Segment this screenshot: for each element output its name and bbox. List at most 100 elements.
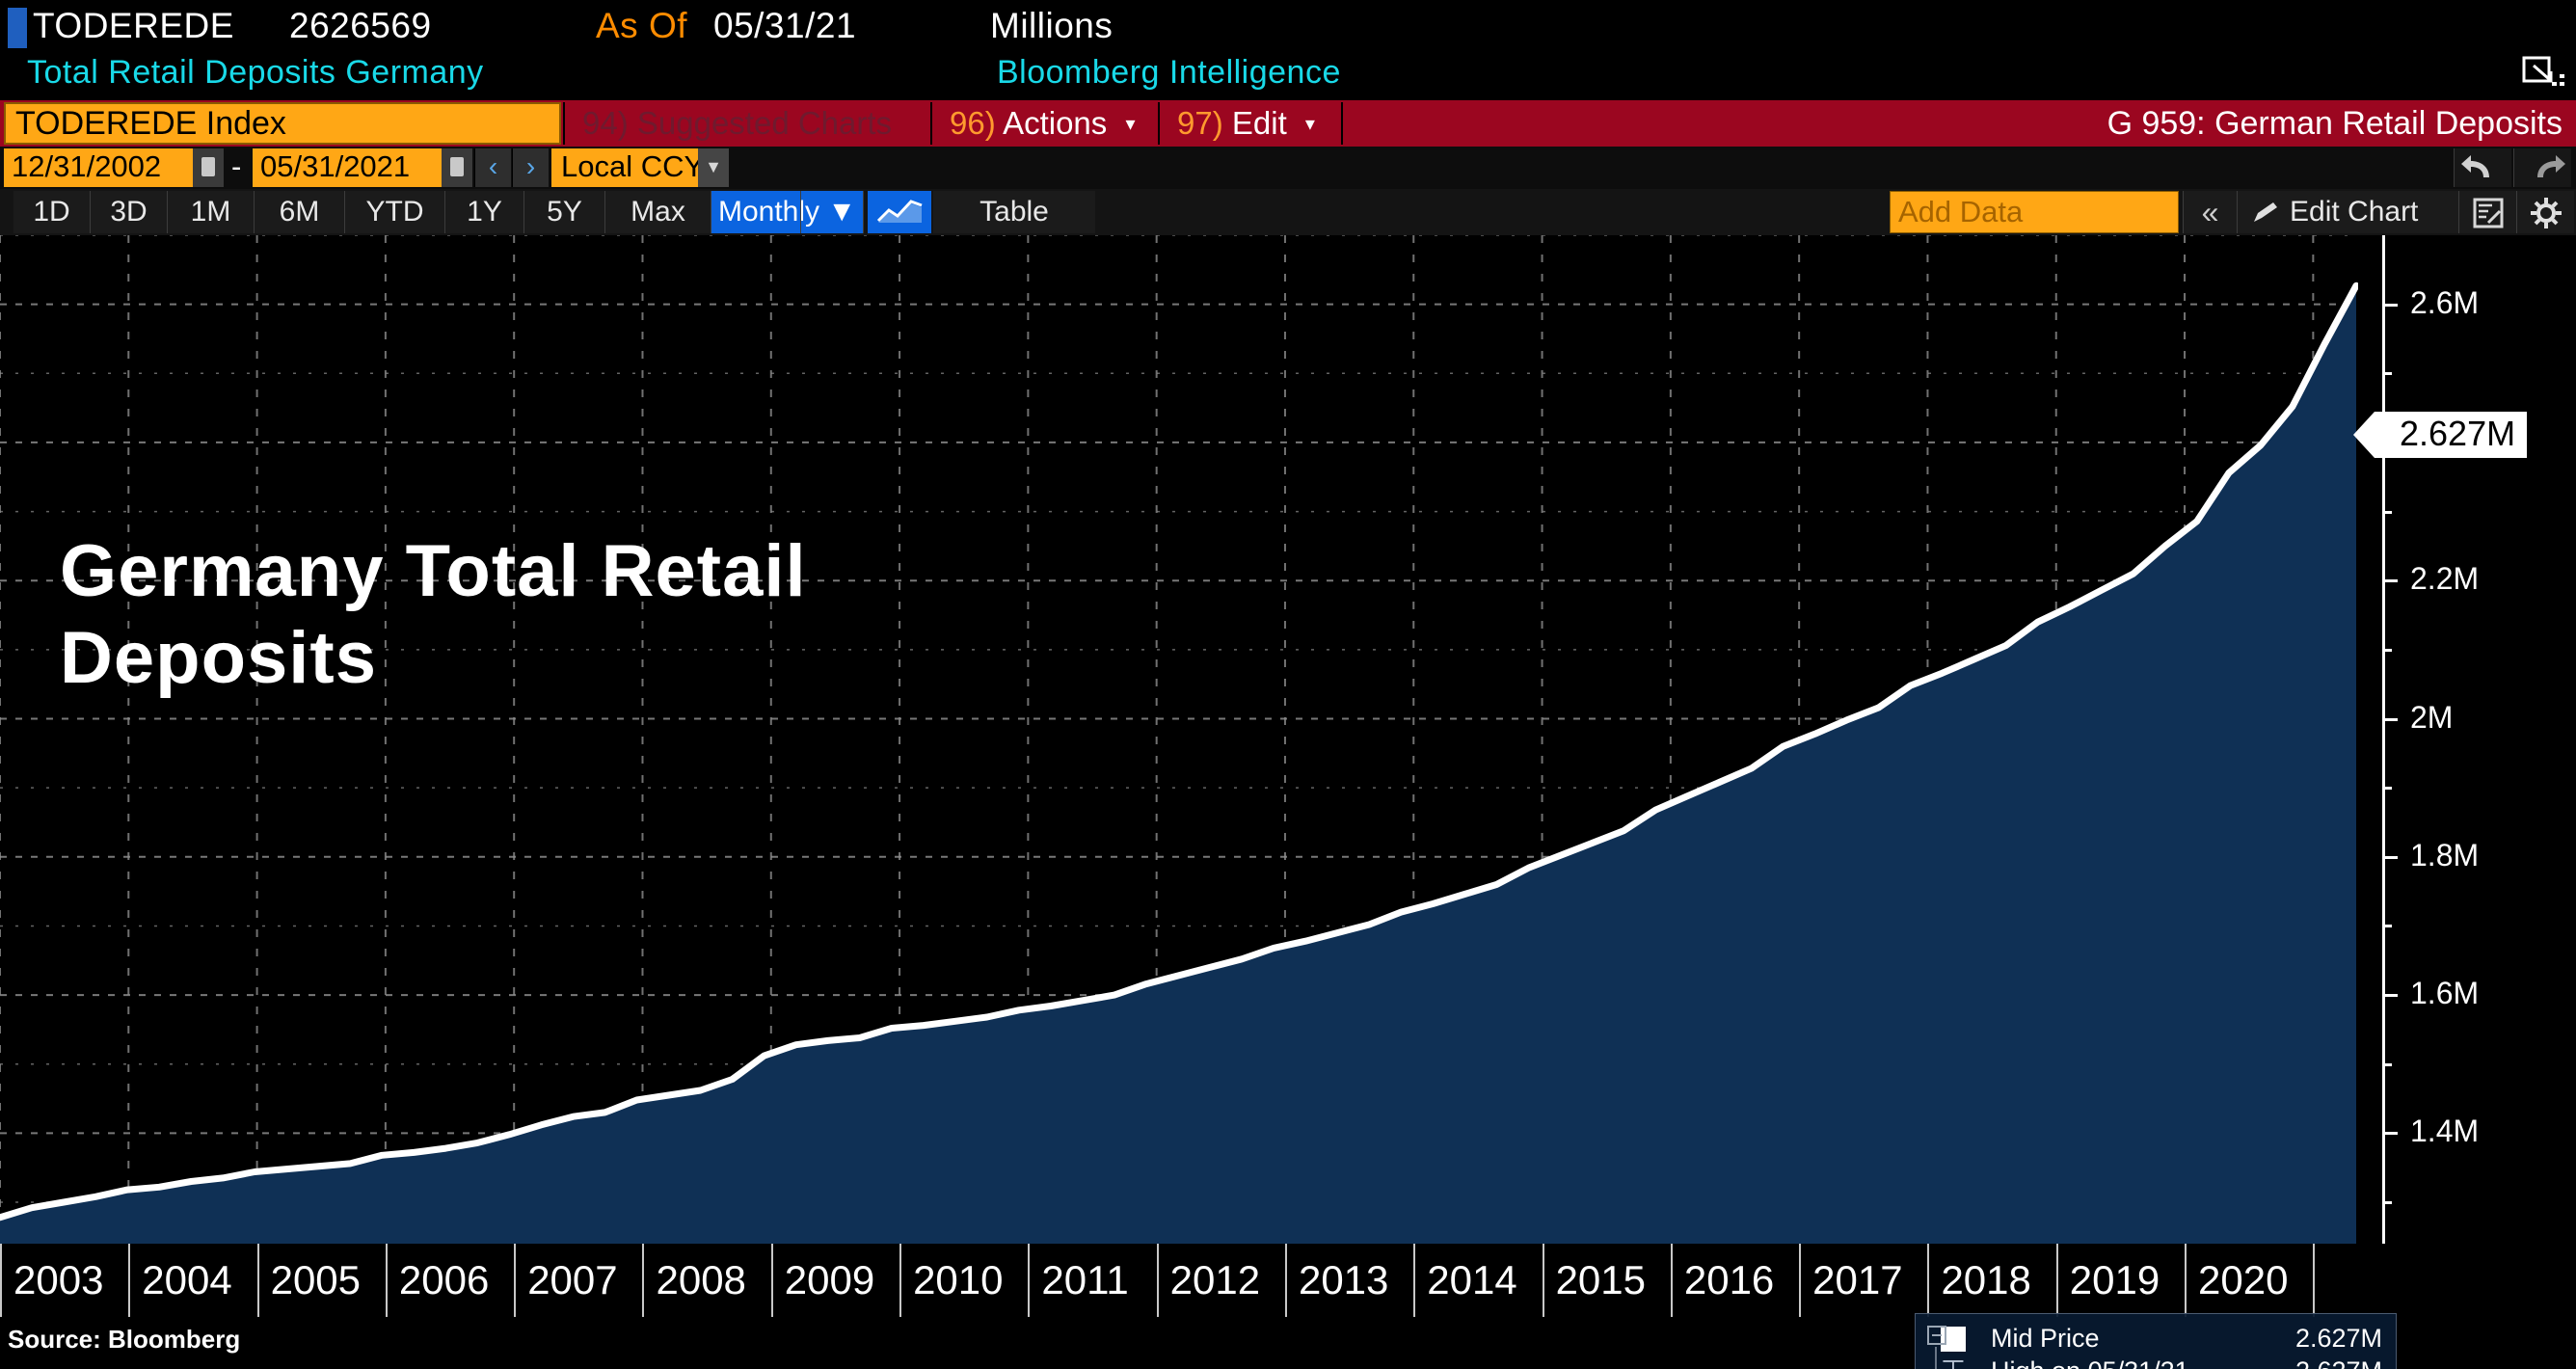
prev-period-button[interactable]: ‹ [474, 148, 511, 187]
x-tick-label: 2019 [2069, 1257, 2160, 1302]
period-button-1d[interactable]: 1D [13, 191, 91, 233]
y-tick-mark [2382, 579, 2398, 583]
legend-row[interactable]: ⊤High on 05/31/212.627M [1916, 1355, 2396, 1369]
x-tick-label: 2012 [1169, 1257, 1261, 1302]
x-axis-separator [1028, 1244, 1031, 1317]
annotations-icon[interactable] [2458, 191, 2516, 233]
end-date-input[interactable]: 05/31/2021 [253, 148, 442, 187]
edit-label: Edit [1231, 105, 1287, 141]
y-tick-mark-minor [2382, 372, 2392, 376]
last-value-callout: 2.627M [2352, 412, 2528, 458]
y-tick-mark [2382, 994, 2398, 998]
calendar-icon[interactable] [193, 148, 224, 187]
pencil-icon [2250, 201, 2283, 226]
period-button-1m[interactable]: 1M [168, 191, 255, 233]
header-ticker: TODEREDE [33, 6, 234, 45]
period-button-6m[interactable]: 6M [255, 191, 345, 233]
red-toolbar: TODEREDE Index 94) Suggested Charts 96) … [0, 100, 2576, 147]
x-axis: 2003 2004 2005 2006 2007 2008 2009 2010 2011 2012… [0, 1244, 2576, 1321]
actions-label: Actions [1003, 105, 1108, 141]
y-tick-mark-minor [2382, 1062, 2392, 1066]
actions-menu[interactable]: 96) Actions ▾ [936, 102, 1149, 145]
suggested-charts-number: 94) [582, 105, 629, 141]
legend-tree-line [1935, 1347, 1937, 1369]
x-tick-label: 2015 [1555, 1257, 1646, 1302]
header-subtitle: Total Retail Deposits Germany [27, 54, 484, 91]
x-axis-separator [0, 1244, 2, 1317]
x-tick-label: 2009 [784, 1257, 875, 1302]
x-tick-label: 2014 [1427, 1257, 1517, 1302]
y-tick-label: 1.6M [2410, 976, 2480, 1011]
x-axis-separator [128, 1244, 131, 1317]
currency-select[interactable]: Local CCY [551, 148, 704, 187]
x-axis-separator [2313, 1244, 2316, 1317]
chevron-down-icon: ▾ [1304, 114, 1315, 135]
suggested-charts-menu[interactable]: 94) Suggested Charts [569, 102, 905, 145]
panel-indicator [8, 8, 27, 48]
x-axis-separator [1156, 1244, 1159, 1317]
y-axis-line [2382, 235, 2385, 1244]
expand-window-icon[interactable] [2520, 54, 2566, 94]
x-axis-separator [642, 1244, 645, 1317]
line-chart-icon[interactable] [868, 191, 931, 233]
period-button-3d[interactable]: 3D [91, 191, 168, 233]
y-tick-mark [2382, 855, 2398, 859]
header-asof-date: 05/31/21 [713, 6, 857, 45]
x-tick-label: 2016 [1683, 1257, 1775, 1302]
edit-number: 97) [1177, 105, 1223, 141]
legend-collapse-toggle[interactable] [1927, 1326, 1946, 1345]
period-button-ytd[interactable]: YTD [345, 191, 445, 233]
frequency-select[interactable]: Monthly ▼ [711, 191, 864, 233]
x-tick-label: 2003 [13, 1257, 104, 1302]
chart-svg [0, 235, 2358, 1244]
x-axis-separator [1542, 1244, 1544, 1317]
legend-glyph: ⊤ [1916, 1355, 1991, 1369]
y-tick-mark [2382, 1132, 2398, 1136]
redo-icon[interactable] [2513, 148, 2571, 187]
index-input[interactable]: TODEREDE Index [4, 102, 561, 145]
x-axis-separator [1413, 1244, 1416, 1317]
period-button-max[interactable]: Max [605, 191, 711, 233]
table-button[interactable]: Table [933, 191, 1095, 233]
legend-row[interactable]: Mid Price 2.627M [1916, 1322, 2396, 1355]
y-tick-mark-minor [2382, 1201, 2392, 1204]
x-axis-separator [2055, 1244, 2058, 1317]
gear-icon[interactable] [2516, 191, 2574, 233]
y-tick-mark-minor [2382, 510, 2392, 514]
x-axis-separator [385, 1244, 388, 1317]
start-date-input[interactable]: 12/31/2002 [4, 148, 193, 187]
edit-menu[interactable]: 97) Edit ▾ [1164, 102, 1328, 145]
terminal-header: TODEREDE 2626569 As Of 05/31/21 Millions… [0, 0, 2576, 100]
chevron-down-icon: ▾ [1125, 114, 1136, 135]
legend-value: 2.627M [2294, 1323, 2382, 1353]
next-period-button[interactable]: › [512, 148, 549, 187]
x-tick-label: 2005 [270, 1257, 362, 1302]
source-label: Source: Bloomberg [8, 1325, 241, 1354]
x-tick-label: 2007 [527, 1257, 618, 1302]
chart-plot-area[interactable] [0, 235, 2358, 1244]
header-units: Millions [990, 6, 1114, 45]
x-tick-label: 2006 [398, 1257, 490, 1302]
add-data-input[interactable]: Add Data [1890, 191, 2179, 233]
chevron-down-icon[interactable]: ▼ [698, 148, 729, 187]
date-range-dash: - [231, 149, 242, 183]
edit-chart-button[interactable]: Edit Chart [2237, 191, 2458, 233]
y-tick-mark [2382, 717, 2398, 721]
y-tick-mark-minor [2382, 648, 2392, 652]
legend-label: High on 05/31/21 [1991, 1356, 2261, 1369]
x-axis-separator [256, 1244, 259, 1317]
y-tick-label: 1.4M [2410, 1114, 2480, 1149]
undo-icon[interactable] [2454, 148, 2511, 187]
period-button-5y[interactable]: 5Y [524, 191, 605, 233]
period-button-1y[interactable]: 1Y [445, 191, 524, 233]
suggested-charts-label: Suggested Charts [636, 105, 893, 141]
x-tick-label: 2017 [1812, 1257, 1903, 1302]
actions-number: 96) [950, 105, 996, 141]
x-axis-separator [1799, 1244, 1802, 1317]
y-tick-label: 1.8M [2410, 837, 2480, 872]
header-provider: Bloomberg Intelligence [997, 54, 1341, 91]
calendar-icon[interactable] [442, 148, 472, 187]
collapse-toolbar-button[interactable]: « [2183, 191, 2237, 233]
